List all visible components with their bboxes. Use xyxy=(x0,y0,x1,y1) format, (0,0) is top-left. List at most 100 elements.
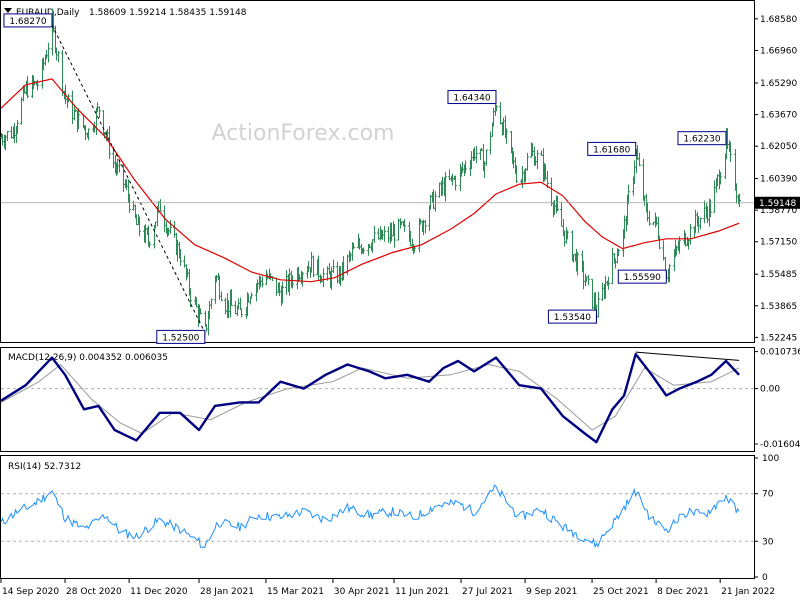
watermark: ActionForex.com xyxy=(212,121,395,146)
price-bar xyxy=(515,165,518,184)
x-axis-label: 8 Dec 2021 xyxy=(657,587,709,597)
price-bar xyxy=(281,281,284,304)
rsi-line xyxy=(0,484,740,549)
price-bar xyxy=(587,275,590,286)
rsi-axis-label: 30 xyxy=(762,537,774,547)
price-bar xyxy=(210,298,213,309)
rsi-panel-frame xyxy=(0,455,755,579)
level-annotation: 1.61680 xyxy=(587,141,637,156)
rsi-axis: 100 70 30 0 xyxy=(754,454,779,583)
dropdown-triangle-icon[interactable] xyxy=(4,8,12,13)
price-bar xyxy=(607,276,610,290)
annotation-label: 1.64340 xyxy=(453,94,490,104)
price-bar xyxy=(689,223,692,245)
price-axis-label: 1.53865 xyxy=(760,302,797,312)
price-bar xyxy=(556,196,559,212)
price-bar xyxy=(301,271,304,287)
price-bar xyxy=(352,242,355,250)
price-bar xyxy=(373,225,376,243)
annotation-box xyxy=(3,13,53,28)
price-bar xyxy=(738,193,741,207)
annotation-label: 1.68270 xyxy=(9,17,46,27)
price-bar xyxy=(617,248,620,257)
annotation-box xyxy=(677,131,727,146)
price-bar xyxy=(485,149,488,166)
price-bar xyxy=(312,255,315,278)
annotation-box xyxy=(587,141,637,156)
macd-line xyxy=(0,352,740,444)
rsi-axis-label: 0 xyxy=(762,573,768,583)
x-axis-label: 15 Mar 2021 xyxy=(267,587,324,597)
macd-axis-label: 0.00 xyxy=(760,385,780,395)
annotation-label: 1.55590 xyxy=(624,273,661,283)
level-annotation: 1.68270 xyxy=(3,13,53,28)
price-bar xyxy=(189,287,192,308)
price-axis: 1.68580 1.66960 1.65290 1.63670 1.62050 1.603… xyxy=(754,15,800,343)
level-annotation: 1.53540 xyxy=(547,309,597,324)
price-panel-frame xyxy=(0,0,755,343)
price-axis-label: 1.52245 xyxy=(760,333,797,343)
annotation-box xyxy=(547,309,597,324)
last-price-tag xyxy=(755,196,800,209)
price-bar xyxy=(362,247,365,255)
price-bar xyxy=(332,259,335,273)
price-axis-label: 1.68580 xyxy=(760,15,797,25)
price-bar xyxy=(148,241,151,249)
price-bar xyxy=(699,217,702,230)
x-axis-label: 14 Sep 2020 xyxy=(2,587,59,597)
rsi-axis-label: 100 xyxy=(762,454,779,464)
x-axis-label: 21 Jan 2022 xyxy=(721,587,775,597)
annotation-label: 1.61680 xyxy=(593,145,630,155)
x-axis-label: 28 Oct 2020 xyxy=(66,587,122,597)
moving-average-line xyxy=(0,78,740,283)
price-bar xyxy=(546,171,549,189)
price-bar xyxy=(291,275,294,289)
price-axis-label: 1.58770 xyxy=(760,206,797,216)
price-bar xyxy=(77,108,80,130)
ohlc-readout: 1.58609 1.59214 1.58435 1.59148 xyxy=(89,8,247,18)
price-bar xyxy=(475,145,478,164)
x-axis-label: 25 Oct 2021 xyxy=(593,587,649,597)
price-axis-label: 1.62050 xyxy=(760,142,797,152)
annotation-box xyxy=(617,269,667,284)
price-bar xyxy=(434,191,437,212)
price-bar xyxy=(47,42,50,63)
x-axis-label: 30 Apr 2021 xyxy=(334,587,390,597)
macd-axis-label: 0.010736 xyxy=(760,348,800,358)
price-axis-label: 1.60390 xyxy=(760,175,797,185)
annotation-label: 1.53540 xyxy=(554,313,591,323)
price-bar xyxy=(658,235,661,250)
price-bar xyxy=(505,128,508,144)
macd-divergence-line xyxy=(635,351,740,361)
price-bar xyxy=(261,276,264,288)
price-axis-label: 1.66960 xyxy=(760,46,797,56)
price-bar xyxy=(454,175,457,191)
price-axis-label: 1.57150 xyxy=(760,238,797,248)
level-annotation: 1.55590 xyxy=(617,269,667,284)
price-bar xyxy=(648,210,651,226)
price-bar xyxy=(668,264,671,283)
price-bar xyxy=(250,292,253,299)
macd-layer xyxy=(0,351,754,444)
level-annotation: 1.52500 xyxy=(156,329,206,344)
macd-axis-label: -0.016046 xyxy=(760,440,800,450)
price-bar xyxy=(199,308,202,315)
rsi-axis-label: 70 xyxy=(762,490,774,500)
price-bar xyxy=(444,171,447,202)
level-annotation: 1.62230 xyxy=(677,131,727,146)
price-bar xyxy=(638,152,641,167)
x-axis-label: 9 Sep 2021 xyxy=(526,587,577,597)
macd-axis: 0.010736 0.00 -0.016046 xyxy=(754,348,800,450)
symbol-title: EURAUD,Daily xyxy=(16,8,80,18)
last-price-tag-label: 1.59148 xyxy=(759,199,796,209)
price-bar xyxy=(627,184,630,205)
price-bar xyxy=(495,104,498,112)
price-bar xyxy=(159,199,162,212)
price-bar xyxy=(526,152,529,171)
price-bar xyxy=(36,79,39,91)
level-annotation: 1.64340 xyxy=(447,90,497,105)
price-bar xyxy=(729,141,732,162)
